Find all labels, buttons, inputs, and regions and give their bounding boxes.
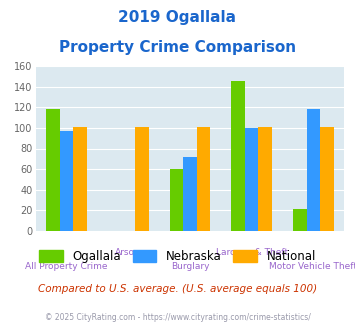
Bar — [183, 157, 197, 231]
Text: Motor Vehicle Theft: Motor Vehicle Theft — [269, 262, 355, 271]
Text: Larceny & Theft: Larceny & Theft — [215, 248, 288, 257]
Bar — [307, 109, 320, 231]
Bar — [231, 82, 245, 231]
Bar — [46, 109, 60, 231]
Bar — [60, 131, 73, 231]
Text: Burglary: Burglary — [171, 262, 209, 271]
Text: Arson: Arson — [115, 248, 141, 257]
Text: 2019 Ogallala: 2019 Ogallala — [119, 10, 236, 25]
Text: Property Crime Comparison: Property Crime Comparison — [59, 40, 296, 54]
Text: All Property Crime: All Property Crime — [25, 262, 108, 271]
Bar — [320, 127, 334, 231]
Bar — [170, 169, 183, 231]
Bar — [135, 127, 148, 231]
Text: Compared to U.S. average. (U.S. average equals 100): Compared to U.S. average. (U.S. average … — [38, 284, 317, 294]
Legend: Ogallala, Nebraska, National: Ogallala, Nebraska, National — [39, 250, 316, 263]
Bar — [258, 127, 272, 231]
Bar — [73, 127, 87, 231]
Bar — [293, 209, 307, 231]
Bar — [197, 127, 210, 231]
Bar — [245, 128, 258, 231]
Text: © 2025 CityRating.com - https://www.cityrating.com/crime-statistics/: © 2025 CityRating.com - https://www.city… — [45, 314, 310, 322]
